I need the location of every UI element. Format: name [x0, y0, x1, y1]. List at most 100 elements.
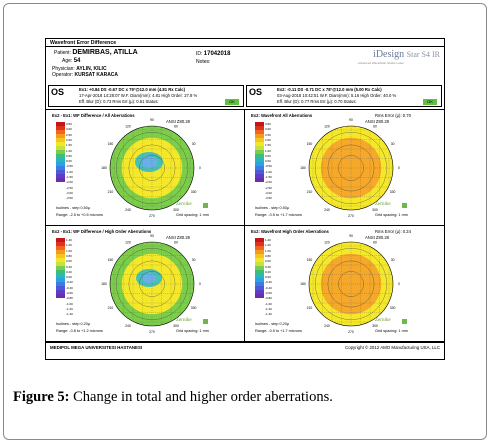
scale-swatch: [56, 270, 65, 274]
report-footer: MEDIPOL MEGA UNIVERSITESI HASTANESI Copy…: [46, 342, 444, 359]
angle-label: 120: [324, 125, 330, 129]
scale-swatch: [255, 154, 264, 158]
panel-ansi: ANSI Z80.28: [166, 119, 190, 124]
scale-swatch: [56, 142, 65, 146]
operator-row: Operator: KURSAT KARACA: [52, 72, 119, 78]
angle-label: 270: [348, 214, 354, 218]
scale-label: -1.20: [265, 306, 272, 311]
angle-label: 180: [101, 282, 107, 286]
copyright: Copyright © 2012 AMO Manufacturing USA, …: [345, 345, 440, 350]
scale-swatch: [255, 178, 264, 182]
panel-grid-spacing: Grid spacing: 1 mm: [176, 329, 209, 333]
scale-swatch: [255, 238, 264, 242]
scale-swatch: [255, 250, 264, 254]
angle-label: 300: [173, 324, 179, 328]
hospital-name: MEDIPOL MEGA UNIVERSITESI HASTANESI: [50, 345, 143, 350]
scale-label: 2.50: [66, 132, 72, 137]
scale-swatch: [56, 274, 65, 278]
scale-swatch: [56, 246, 65, 250]
angle-label: 150: [307, 258, 313, 262]
scale-swatch: [56, 170, 65, 174]
scale-swatch: [56, 154, 65, 158]
angle-label: 90: [349, 234, 353, 238]
map-panel-4: Ex2: Wavefront High Order Aberrations Rms…: [245, 226, 444, 342]
scale-label: -1.20: [66, 306, 73, 311]
panel-ansi: ANSI Z80.28: [166, 235, 190, 240]
panel-contours: Isolines - step 0.20μ: [56, 322, 91, 326]
zernike-label: Zernike: [176, 318, 192, 323]
angle-label: 60: [174, 125, 178, 129]
map-panel-2: Ex2: Wavefront All Aberrations Rms Error …: [245, 110, 444, 226]
scale-label: 0.60: [265, 259, 271, 264]
scale-label: 3.00: [265, 127, 271, 132]
scale-label: -0.40: [265, 285, 272, 290]
zernike-label: Zernike: [375, 202, 391, 207]
angle-label: 210: [307, 306, 313, 310]
scale-label: -0.40: [66, 285, 73, 290]
scale-label: -1.40: [66, 312, 73, 317]
scale-label: 0.50: [66, 153, 72, 158]
scale-label: 0.50: [265, 153, 271, 158]
scale-swatch: [56, 122, 65, 126]
scale-label: -0.60: [66, 291, 73, 295]
scale-swatch: [56, 294, 65, 298]
panel-contours: Isolines - step 0.50μ: [56, 206, 91, 210]
angle-label: 120: [125, 241, 131, 245]
scale-swatch: [255, 242, 264, 246]
scale-label: 2.50: [265, 132, 271, 137]
color-scale: [255, 122, 264, 202]
id-row: ID: 17042018: [196, 51, 231, 57]
scale-label: -3.00: [66, 190, 73, 195]
operator-name: KURSAT KARACA: [74, 72, 119, 78]
scale-swatch: [56, 250, 65, 254]
scale-swatch: [255, 286, 264, 290]
status-badge: OK: [225, 99, 239, 105]
angle-label: 90: [150, 118, 154, 122]
scale-label: 0.00: [265, 159, 271, 164]
panel-title: Ex2: Wavefront All Aberrations: [251, 113, 313, 118]
angle-label: 330: [390, 190, 396, 194]
scale-swatch: [255, 266, 264, 270]
scale-label: -2.50: [66, 185, 73, 190]
scale-swatch: [255, 290, 264, 294]
scale-swatch: [56, 278, 65, 282]
panel-grid-spacing: Grid spacing: 1 mm: [375, 213, 408, 217]
zernike-indicator: [203, 203, 208, 208]
patient-row: Patient: DEMIRBAS, ATILLA: [54, 49, 138, 56]
scale-swatch: [255, 130, 264, 134]
scale-label: -1.00: [66, 169, 73, 174]
scale-label: 1.00: [66, 248, 72, 253]
scale-label: 0.60: [66, 259, 72, 264]
angle-label: 180: [300, 282, 306, 286]
brand-logo: iDesign Star S4 IR: [373, 49, 440, 60]
scale-label: -0.50: [265, 164, 272, 169]
map-panels: Ex2 - Ex1: WF Difference / All Aberratio…: [46, 109, 444, 342]
angle-label: 120: [125, 125, 131, 129]
scale-label: -0.50: [66, 164, 73, 169]
angle-label: 60: [174, 241, 178, 245]
scale-swatch: [255, 294, 264, 298]
scale-label: -3.50: [66, 196, 73, 201]
scale-label: -3.50: [265, 196, 272, 201]
panel-range: Range: -0.5 to +1.7 microns: [255, 213, 302, 217]
panel-title: Ex2 - Ex1: WF Difference / High Order Ab…: [52, 229, 152, 234]
scale-swatch: [56, 286, 65, 290]
scale-label: 1.00: [265, 248, 271, 253]
angle-label: 30: [192, 142, 196, 146]
scale-swatch: [255, 174, 264, 178]
scale-swatch: [255, 142, 264, 146]
eye-label: OS: [249, 87, 263, 97]
scale-label: 1.00: [265, 148, 271, 153]
scale-label: -2.00: [66, 180, 73, 185]
scale-swatch: [56, 266, 65, 270]
scale-label: -2.50: [265, 185, 272, 190]
panel-contours: Isolines - step 0.50μ: [255, 206, 290, 210]
report-title: Wavefront Error Difference: [46, 39, 444, 47]
panel-range: Range: -2.5 to +0.5 microns: [56, 213, 103, 217]
angle-label: 0: [398, 282, 400, 286]
scale-label: 0.40: [66, 264, 72, 269]
scale-label: 0.20: [265, 269, 271, 274]
scale-swatch: [255, 122, 264, 126]
angle-label: 240: [125, 208, 131, 212]
caption-text: Change in total and higher order aberrat…: [69, 389, 333, 405]
